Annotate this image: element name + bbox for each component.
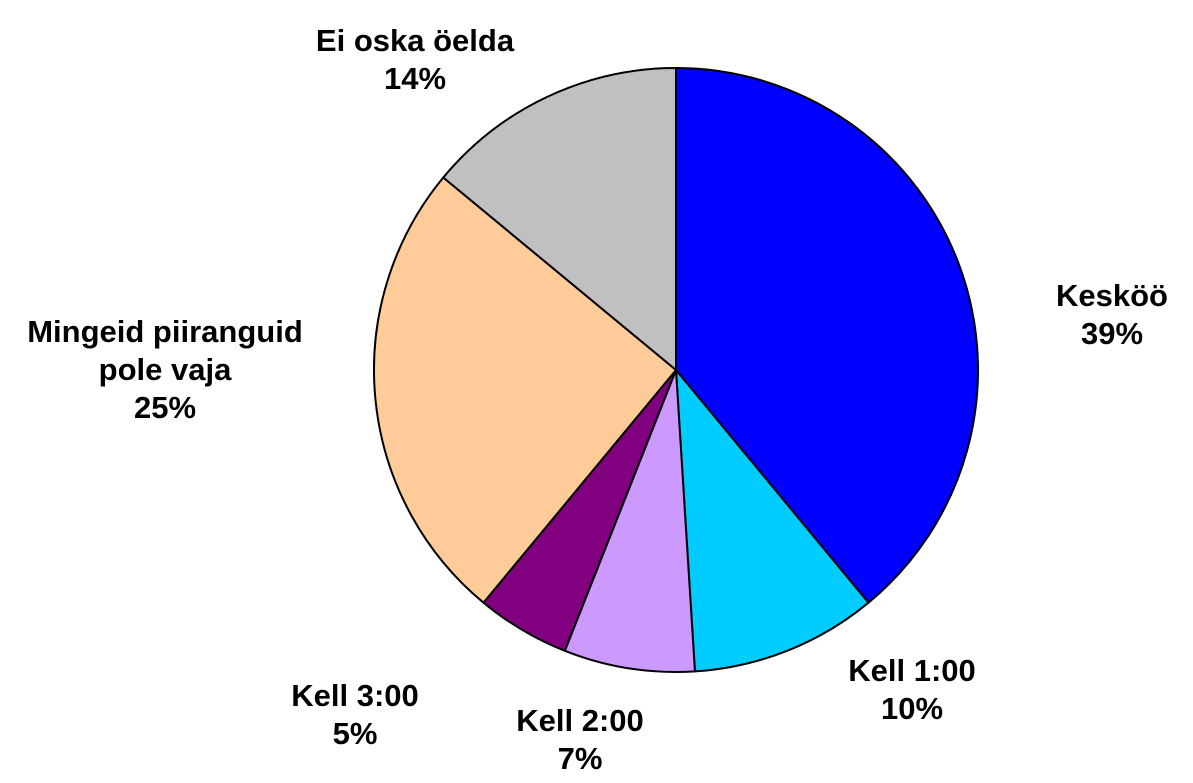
slice-label: Kell 3:00 5% [291, 677, 419, 753]
category-label: Kell 2:00 [516, 703, 644, 738]
category-label: Kell 3:00 [291, 678, 419, 713]
slice-label: Kell 2:00 7% [516, 702, 644, 778]
category-label: Kesköö [1056, 278, 1168, 313]
value-label: 7% [557, 741, 603, 776]
slice-label: Kell 1:00 10% [848, 652, 976, 728]
slice-label: Ei oska öelda 14% [316, 22, 514, 98]
category-label: Kell 1:00 [848, 653, 976, 688]
value-label: 10% [880, 691, 944, 726]
category-label: Ei oska öelda [315, 23, 515, 58]
value-label: 25% [133, 390, 197, 425]
value-label: 5% [332, 716, 378, 751]
pie-slice [675, 369, 870, 673]
pie-slice [563, 369, 696, 673]
pie-slice [373, 176, 677, 604]
slice-label: Kesköö 39% [1056, 277, 1168, 353]
category-label: Mingeid piiranguid pole vaja [27, 314, 303, 387]
value-label: 39% [1080, 316, 1144, 351]
slice-label: Mingeid piiranguid pole vaja 25% [0, 313, 330, 427]
pie-slice [675, 67, 979, 604]
value-label: 14% [383, 61, 447, 96]
pie-slice [442, 67, 677, 371]
